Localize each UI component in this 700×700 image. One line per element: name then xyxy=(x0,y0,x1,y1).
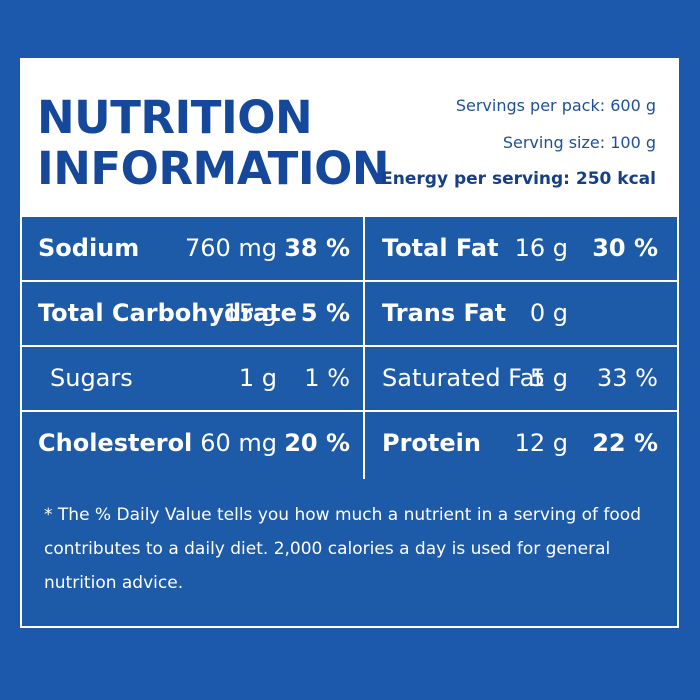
serving-info: Servings per pack: 600 g Serving size: 1… xyxy=(376,87,656,198)
nutrient-amount: 60 mg xyxy=(200,429,277,457)
nutrient-amount: 12 g xyxy=(514,429,568,457)
nutrient-name: Trans Fat xyxy=(382,299,507,327)
servings-per-pack: Servings per pack: 600 g xyxy=(455,96,656,115)
nutrient-row: Sugars 1 g 1 % Saturated Fat 5 g 33 % xyxy=(22,347,677,412)
nutrient-percent: 1 % xyxy=(304,364,350,392)
nutrient-percent: 30 % xyxy=(592,234,658,262)
nutrient-name: Cholesterol xyxy=(38,429,193,457)
nutrient-name: Saturated Fat xyxy=(382,364,544,392)
nutrient-amount: 15 g xyxy=(223,299,277,327)
nutrient-row: Sodium 760 mg 38 % Total Fat 16 g 30 % xyxy=(22,217,677,282)
nutrition-header: NUTRITION INFORMATION Servings per pack:… xyxy=(22,60,677,217)
title-line-2: INFORMATION xyxy=(37,142,390,195)
nutrient-name: Total Fat xyxy=(382,234,499,262)
nutrient-row: Total Carbohydrate 15 g 5 % Trans Fat 0 … xyxy=(22,282,677,347)
nutrient-percent: 33 % xyxy=(597,364,658,392)
nutrient-amount: 0 g xyxy=(529,299,568,327)
nutrient-percent: 38 % xyxy=(284,234,350,262)
nutrient-row: Cholesterol 60 mg 20 % Protein 12 g 22 % xyxy=(22,412,677,479)
nutrient-amount: 5 g xyxy=(529,364,568,392)
nutrient-amount: 16 g xyxy=(514,234,568,262)
nutrient-grid: Sodium 760 mg 38 % Total Fat 16 g 30 % T… xyxy=(22,217,677,479)
nutrient-name: Protein xyxy=(382,429,481,457)
serving-size: Serving size: 100 g xyxy=(502,133,656,152)
nutrition-panel: NUTRITION INFORMATION Servings per pack:… xyxy=(20,58,679,628)
nutrient-percent: 22 % xyxy=(592,429,658,457)
nutrient-name: Sodium xyxy=(38,234,140,262)
column-divider xyxy=(363,217,365,479)
nutrient-amount: 1 g xyxy=(238,364,277,392)
nutrient-amount: 760 mg xyxy=(184,234,277,262)
page-title: NUTRITION INFORMATION xyxy=(37,92,397,194)
nutrient-percent: 20 % xyxy=(284,429,350,457)
nutrient-percent xyxy=(588,282,658,345)
energy-per-serving: Energy per serving: 250 kcal xyxy=(381,169,656,189)
daily-value-footnote: * The % Daily Value tells you how much a… xyxy=(44,505,642,593)
title-line-1: NUTRITION xyxy=(37,91,313,144)
nutrient-percent: 5 % xyxy=(300,299,350,327)
nutrient-name: Sugars xyxy=(50,364,133,392)
